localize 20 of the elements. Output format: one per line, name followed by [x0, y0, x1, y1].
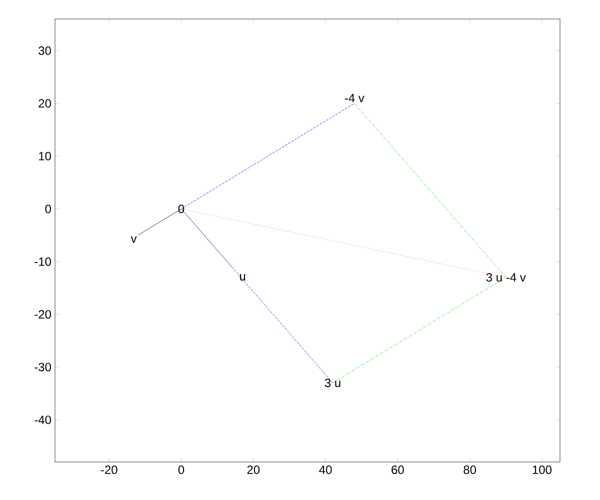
- x-tick-label: 20: [247, 466, 260, 474]
- y-tick-label: 0: [45, 204, 52, 214]
- y-tick-label: 10: [39, 152, 52, 160]
- x-tick-label: 100: [532, 466, 552, 474]
- y-tick-label: -40: [34, 416, 52, 424]
- y-tick-label: -10: [34, 257, 52, 266]
- x-tick-label: -20: [100, 466, 118, 474]
- x-tick-label: 60: [392, 466, 404, 474]
- y-tick-label: 30: [38, 46, 52, 55]
- x-tick-label: 80: [464, 466, 476, 474]
- y-tick-label: -20: [34, 310, 52, 319]
- y-tick-label: -30: [34, 362, 52, 372]
- y-tick-label: 20: [38, 99, 52, 108]
- x-tick-label: 0: [178, 466, 184, 474]
- annotation: 3 u: [324, 378, 340, 388]
- annotation: u: [240, 274, 246, 281]
- x-tick-label: 40: [319, 466, 332, 474]
- annotation: 3 u -4 v: [486, 273, 526, 282]
- annotation: -4 v: [344, 94, 364, 102]
- annotation: v: [130, 236, 137, 243]
